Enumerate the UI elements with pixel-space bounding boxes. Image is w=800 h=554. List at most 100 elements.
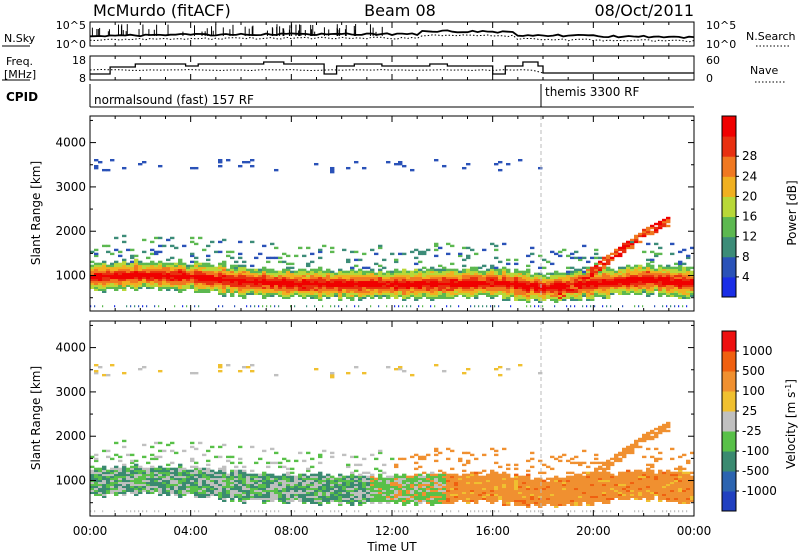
power-cell: [262, 276, 267, 280]
power-cell: [190, 260, 195, 264]
power-cell: [506, 278, 511, 282]
power-cell: [622, 246, 627, 250]
power-cell: [262, 280, 267, 284]
power-cell: [626, 292, 631, 295]
power-cell: [646, 278, 651, 282]
power-cell: [494, 282, 499, 286]
velocity-cell: [538, 477, 543, 481]
power-cell: [314, 270, 319, 274]
power-cell: [214, 278, 219, 282]
power-cell: [614, 248, 619, 252]
power-cell: [274, 292, 279, 295]
power-cell: [306, 274, 311, 278]
velocity-cell: [386, 491, 391, 495]
power-cell: [382, 284, 387, 288]
power-cell: [330, 305, 332, 308]
power-cell: [454, 284, 459, 288]
power-cell: [534, 298, 539, 301]
power-cell: [102, 276, 107, 280]
power-cell: [358, 278, 363, 282]
velocity-cell: [458, 479, 463, 483]
power-cell: [230, 286, 235, 290]
velocity-cell: [250, 497, 255, 500]
velocity-cell: [510, 485, 515, 489]
velocity-cell: [218, 369, 223, 373]
power-cell: [110, 276, 115, 280]
velocity-cell: [298, 481, 303, 485]
velocity-cell: [318, 489, 323, 493]
power-cell: [366, 266, 371, 270]
velocity-cell: [550, 497, 555, 500]
power-cell: [614, 290, 619, 293]
velocity-cell: [158, 489, 163, 493]
power-cell: [654, 222, 659, 226]
velocity-cell: [486, 473, 491, 477]
power-cell: [646, 272, 651, 276]
velocity-cell: [342, 495, 347, 498]
power-cell: [202, 276, 207, 280]
velocity-cell: [114, 473, 119, 477]
velocity-cell: [290, 485, 295, 489]
power-cell: [618, 288, 623, 292]
velocity-cell: [202, 487, 207, 491]
power-cell: [526, 292, 531, 295]
velocity-cell: [126, 467, 131, 471]
power-cell: [158, 280, 163, 284]
velocity-cell: [182, 493, 187, 497]
velocity-cell: [98, 489, 103, 493]
velocity-cell: [506, 483, 511, 487]
power-cell: [98, 266, 103, 270]
power-cell: [626, 270, 631, 274]
power-cell: [242, 274, 247, 278]
velocity-cell: [106, 491, 111, 495]
velocity-cell: [470, 485, 475, 489]
velocity-cell: [354, 475, 359, 479]
power-cell: [266, 292, 271, 295]
velocity-cell: [234, 493, 239, 497]
power-cell: [222, 266, 227, 270]
velocity-cell: [442, 499, 447, 502]
velocity-cell: [266, 493, 271, 497]
power-cell: [546, 260, 551, 264]
power-cell: [366, 290, 371, 293]
power-cell: [662, 284, 667, 288]
power-cell: [262, 294, 267, 297]
power-cell: [154, 305, 156, 308]
power-cell: [218, 288, 223, 292]
velocity-cell: [502, 479, 507, 483]
velocity-cell: [146, 479, 151, 483]
velocity-cell: [242, 487, 247, 491]
power-cell: [490, 270, 495, 274]
power-cell: [414, 280, 419, 284]
power-cell: [202, 280, 207, 284]
velocity-cell: [290, 491, 295, 495]
power-cell: [198, 270, 203, 274]
power-cell: [270, 294, 275, 297]
power-cell: [658, 276, 663, 280]
power-cell: [130, 276, 135, 280]
power-cell: [202, 264, 207, 268]
velocity-cell: [534, 493, 539, 497]
velocity-cell: [118, 487, 123, 491]
power-cell: [342, 270, 347, 274]
power-cell: [258, 282, 263, 286]
velocity-cell: [406, 475, 411, 479]
velocity-cell: [154, 469, 159, 473]
velocity-cell: [558, 501, 563, 504]
power-cell: [670, 305, 672, 308]
power-cell: [266, 268, 271, 272]
power-cell: [406, 270, 411, 274]
power-cell: [606, 268, 611, 272]
velocity-cell: [518, 363, 523, 367]
velocity-cell: [530, 489, 535, 493]
velocity-cell: [270, 475, 275, 479]
velocity-cell: [138, 481, 143, 485]
velocity-cell: [130, 467, 135, 471]
velocity-cell: [210, 491, 215, 495]
velocity-cell: [114, 479, 119, 483]
power-cell: [190, 266, 195, 270]
power-cell: [502, 288, 507, 292]
power-cell: [142, 305, 144, 308]
velocity-cell: [178, 479, 183, 483]
